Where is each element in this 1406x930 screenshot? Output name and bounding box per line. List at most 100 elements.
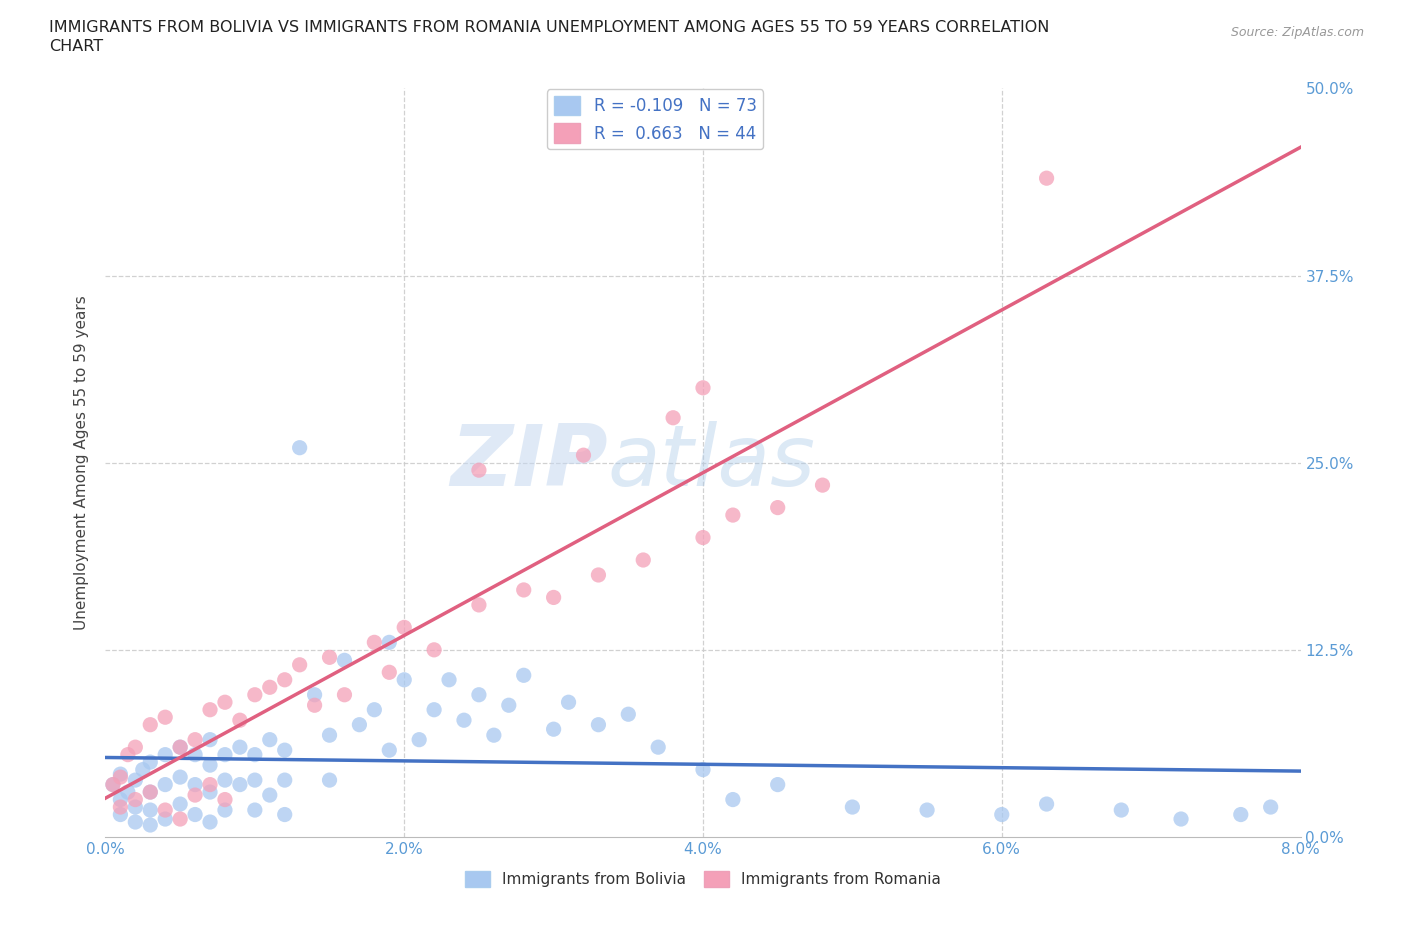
Point <box>1035 171 1057 186</box>
Point <box>1229 807 1251 822</box>
Point <box>243 773 266 788</box>
Point <box>288 658 311 672</box>
Point <box>617 707 640 722</box>
Point <box>153 777 177 792</box>
Point <box>139 803 162 817</box>
Point <box>110 807 132 822</box>
Text: CHART: CHART <box>49 39 103 54</box>
Point <box>110 792 132 807</box>
Point <box>117 785 139 800</box>
Point <box>1035 797 1057 812</box>
Point <box>378 665 401 680</box>
Point <box>169 739 191 754</box>
Point <box>990 807 1012 822</box>
Point <box>588 567 610 582</box>
Point <box>110 800 132 815</box>
Point <box>184 732 207 747</box>
Point <box>557 695 579 710</box>
Point <box>378 635 401 650</box>
Point <box>117 747 139 762</box>
Point <box>318 650 340 665</box>
Point <box>198 777 221 792</box>
Point <box>453 712 475 727</box>
Point <box>378 743 401 758</box>
Point <box>229 712 252 727</box>
Point <box>811 478 834 493</box>
Point <box>692 763 714 777</box>
Point <box>229 777 252 792</box>
Text: atlas: atlas <box>607 421 815 504</box>
Point <box>132 763 155 777</box>
Point <box>153 803 177 817</box>
Point <box>273 807 295 822</box>
Point <box>766 500 789 515</box>
Point <box>766 777 789 792</box>
Point <box>139 785 162 800</box>
Text: IMMIGRANTS FROM BOLIVIA VS IMMIGRANTS FROM ROMANIA UNEMPLOYMENT AMONG AGES 55 TO: IMMIGRANTS FROM BOLIVIA VS IMMIGRANTS FR… <box>49 20 1050 35</box>
Point <box>692 380 714 395</box>
Point <box>243 687 266 702</box>
Point <box>1260 800 1282 815</box>
Point <box>198 702 221 717</box>
Point <box>169 812 191 827</box>
Point <box>153 812 177 827</box>
Point <box>692 530 714 545</box>
Point <box>333 653 356 668</box>
Point <box>184 788 207 803</box>
Point <box>184 807 207 822</box>
Legend: Immigrants from Bolivia, Immigrants from Romania: Immigrants from Bolivia, Immigrants from… <box>460 865 946 893</box>
Point <box>1111 803 1133 817</box>
Point <box>139 717 162 732</box>
Point <box>304 687 326 702</box>
Point <box>214 773 236 788</box>
Point <box>110 766 132 781</box>
Point <box>392 672 416 687</box>
Point <box>124 815 146 830</box>
Point <box>214 695 236 710</box>
Point <box>110 770 132 785</box>
Point <box>198 815 221 830</box>
Point <box>124 800 146 815</box>
Point <box>588 717 610 732</box>
Point <box>482 728 505 743</box>
Point <box>184 777 207 792</box>
Point <box>229 739 252 754</box>
Text: ZIP: ZIP <box>450 421 607 504</box>
Point <box>139 755 162 770</box>
Point <box>437 672 460 687</box>
Point <box>498 698 520 712</box>
Point <box>841 800 863 815</box>
Point <box>363 635 385 650</box>
Point <box>198 732 221 747</box>
Point <box>288 440 311 455</box>
Point <box>333 687 356 702</box>
Point <box>259 680 281 695</box>
Point <box>259 732 281 747</box>
Text: Source: ZipAtlas.com: Source: ZipAtlas.com <box>1230 26 1364 39</box>
Point <box>318 773 340 788</box>
Point <box>273 743 295 758</box>
Point <box>243 747 266 762</box>
Point <box>214 803 236 817</box>
Point <box>101 777 124 792</box>
Point <box>259 788 281 803</box>
Point <box>153 747 177 762</box>
Point <box>468 687 491 702</box>
Point <box>139 817 162 832</box>
Point <box>631 552 654 567</box>
Point <box>915 803 938 817</box>
Point <box>184 747 207 762</box>
Point <box>101 777 124 792</box>
Point <box>169 770 191 785</box>
Point <box>513 582 536 597</box>
Point <box>153 710 177 724</box>
Point <box>214 792 236 807</box>
Point <box>169 739 191 754</box>
Point <box>124 773 146 788</box>
Point <box>363 702 385 717</box>
Y-axis label: Unemployment Among Ages 55 to 59 years: Unemployment Among Ages 55 to 59 years <box>75 296 90 630</box>
Point <box>647 739 669 754</box>
Point <box>1170 812 1192 827</box>
Point <box>198 785 221 800</box>
Point <box>423 702 446 717</box>
